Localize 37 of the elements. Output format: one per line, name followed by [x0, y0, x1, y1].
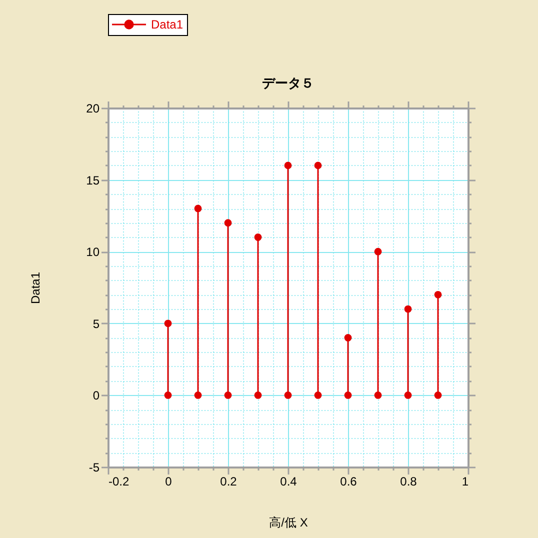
point [284, 162, 292, 170]
point [284, 392, 292, 399]
y-tick-label: -5 [88, 460, 100, 474]
y-tick-label: 0 [92, 388, 100, 403]
point [434, 290, 442, 298]
y-axis-title: Data1 [28, 272, 42, 304]
x-tick-label: -0.2 [108, 474, 130, 488]
point [374, 392, 382, 399]
y-tick-label: 10 [86, 245, 100, 260]
chart-title: データ５ [262, 76, 314, 90]
x-tick-label: 0.6 [340, 474, 358, 488]
point [374, 248, 382, 256]
point [164, 320, 172, 328]
point [344, 392, 352, 399]
y-tick-label: 5 [92, 316, 100, 331]
point [404, 305, 412, 313]
point [344, 334, 352, 342]
x-tick-label: 0.2 [220, 474, 238, 488]
y-tick-label: 15 [86, 173, 100, 188]
point [224, 219, 232, 227]
point [254, 392, 262, 399]
point [434, 392, 442, 399]
point [194, 392, 202, 399]
point [404, 392, 412, 399]
x-tick-label: 0.8 [400, 474, 418, 488]
point [164, 392, 172, 399]
y-tick-label: 20 [86, 102, 100, 116]
x-tick-label: 0.4 [280, 474, 298, 488]
point [194, 204, 202, 212]
point [224, 392, 232, 399]
x-tick-label: 1 [462, 474, 469, 488]
legend-label: Data1 [151, 18, 184, 32]
x-axis-title: 高/低 X [269, 516, 308, 530]
x-tick-label: 0 [165, 474, 172, 488]
point [314, 392, 322, 399]
point [254, 234, 262, 241]
point [314, 162, 322, 170]
